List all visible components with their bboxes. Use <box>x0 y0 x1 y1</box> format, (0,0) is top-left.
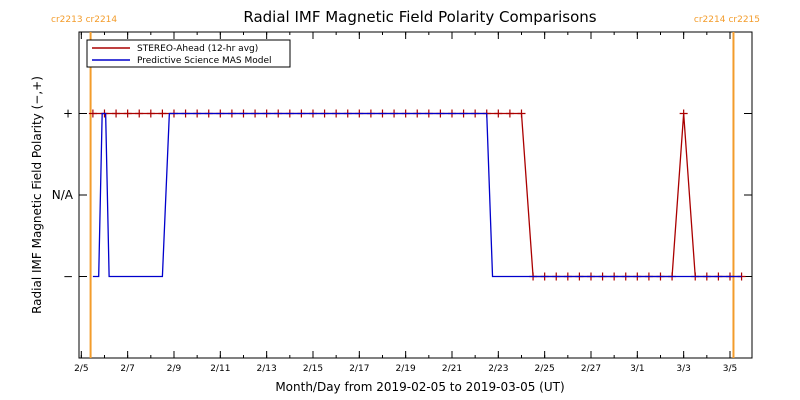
x-tick-label: 2/21 <box>442 364 462 374</box>
y-axis-label: Radial IMF Magnetic Field Polarity (−,+) <box>30 76 44 314</box>
y-tick-label: − <box>63 270 73 284</box>
stereo-point <box>505 109 514 118</box>
legend-label-stereo: STEREO-Ahead (12-hr avg) <box>137 44 258 54</box>
plot-frame <box>78 31 753 359</box>
stereo-point <box>146 109 155 118</box>
x-tick-label: 2/13 <box>257 364 277 374</box>
legend-label-mas: Predictive Science MAS Model <box>137 56 272 66</box>
x-tick-label: 2/25 <box>535 364 555 374</box>
series-line-stereo <box>92 112 742 278</box>
x-axis-label: Month/Day from 2019-02-05 to 2019-03-05 … <box>275 380 564 394</box>
carrington-label-before: cr2213 <box>51 15 83 25</box>
x-tick-label: 2/27 <box>581 364 601 374</box>
carrington-label-after: cr2215 <box>728 15 760 25</box>
stereo-point <box>112 109 121 118</box>
legend: STEREO-Ahead (12-hr avg) Predictive Scie… <box>86 39 291 68</box>
x-tick-label: 2/9 <box>167 364 182 374</box>
stereo-point <box>679 109 688 118</box>
stereo-point <box>158 109 167 118</box>
x-tick-label: 2/5 <box>74 364 88 374</box>
stereo-point <box>88 109 97 118</box>
stereo-point <box>517 109 526 118</box>
stereo-point <box>135 109 144 118</box>
chart-title: Radial IMF Magnetic Field Polarity Compa… <box>243 8 596 26</box>
x-tick-label: 2/23 <box>488 364 508 374</box>
x-tick-label: 2/7 <box>120 364 134 374</box>
carrington-label-before: cr2214 <box>694 15 726 25</box>
x-tick-label: 2/11 <box>210 364 230 374</box>
stereo-point <box>123 109 132 118</box>
x-tick-label: 2/19 <box>396 364 416 374</box>
y-tick-label: N/A <box>52 188 74 202</box>
x-tick-label: 3/3 <box>676 364 690 374</box>
series-line-mas <box>92 112 742 278</box>
x-tick-label: 2/17 <box>349 364 369 374</box>
x-tick-label: 3/5 <box>723 364 737 374</box>
plot-area: 2/5 2/7 2/9 2/11 2/13 2/15 2/17 2/19 2/21 2/23 2/2… <box>51 15 760 374</box>
carrington-label-after: cr2214 <box>86 15 118 25</box>
legend-box <box>86 39 291 68</box>
stereo-point <box>494 109 503 118</box>
x-tick-label: 2/15 <box>303 364 323 374</box>
y-tick-label: + <box>63 107 73 121</box>
x-tick-label: 3/1 <box>630 364 644 374</box>
